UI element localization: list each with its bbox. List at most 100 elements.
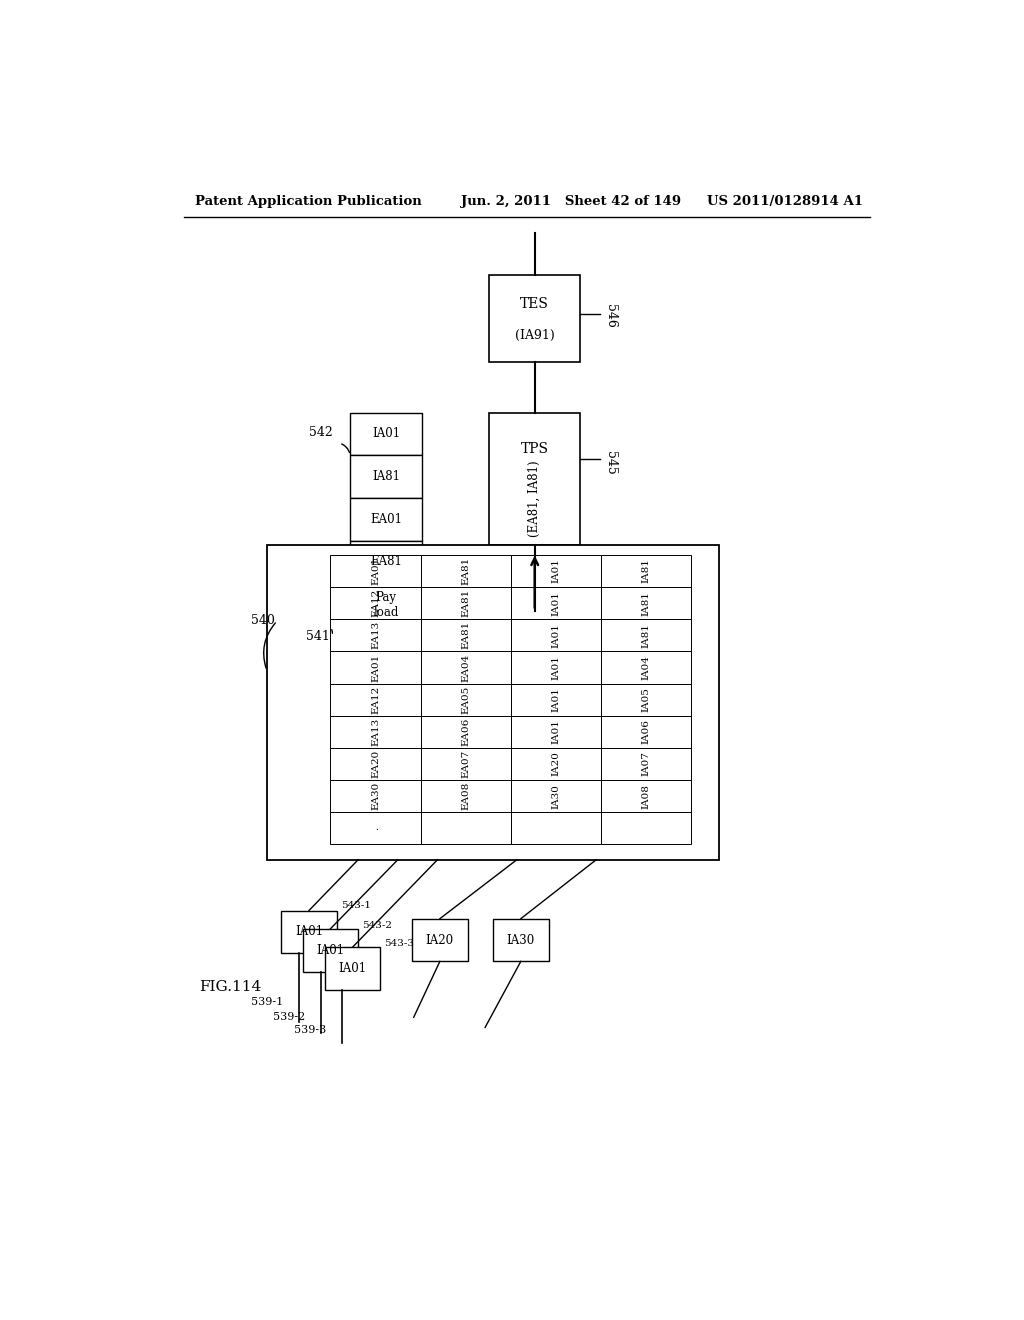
Text: IA81: IA81 [642,558,651,583]
Text: EA07: EA07 [461,750,470,777]
Text: IA01: IA01 [372,428,400,441]
Bar [350,583,422,626]
Bar [511,651,601,684]
Bar [511,780,601,812]
Bar [511,748,601,780]
Text: EA04: EA04 [461,653,470,681]
Bar [331,587,421,619]
Text: 539-1: 539-1 [251,997,283,1007]
Bar [489,413,581,545]
Text: 541: 541 [306,630,330,643]
Text: Pay
load: Pay load [373,590,398,619]
Text: IA04: IA04 [642,655,651,680]
Text: EA08: EA08 [461,781,470,810]
Bar [601,812,691,845]
Bar [489,276,581,362]
Text: EA81: EA81 [370,556,401,569]
Bar [421,554,511,587]
Text: IA20: IA20 [552,751,560,776]
Text: EA01: EA01 [371,653,380,681]
Text: (IA91): (IA91) [515,329,555,342]
Bar [267,545,719,859]
Text: EA13: EA13 [371,622,380,649]
Bar [331,812,421,845]
Text: EA20: EA20 [371,750,380,777]
Text: Patent Application Publication: Patent Application Publication [196,194,422,207]
Text: IA01: IA01 [552,558,560,583]
Text: EA05: EA05 [461,685,470,714]
Bar [511,715,601,748]
Bar [331,651,421,684]
Text: IA81: IA81 [642,590,651,615]
Text: IA30: IA30 [552,784,560,809]
Bar [494,919,549,961]
Text: EA30: EA30 [371,781,380,810]
Bar [421,780,511,812]
Text: IA01: IA01 [339,962,367,975]
Bar [331,684,421,715]
Bar [601,554,691,587]
Text: FIG.114: FIG.114 [200,979,262,994]
Bar [331,554,421,587]
Text: IA30: IA30 [507,933,535,946]
Bar [350,498,422,541]
Text: IA81: IA81 [642,623,651,648]
Bar [601,715,691,748]
Text: EA81: EA81 [461,622,470,649]
Text: IA01: IA01 [552,719,560,744]
Text: .: . [371,826,380,830]
Text: IA01: IA01 [552,590,560,615]
Text: IA01: IA01 [295,925,323,939]
Text: 542: 542 [309,426,333,440]
Bar [303,929,358,972]
Text: 539-2: 539-2 [272,1012,305,1022]
Text: IA01: IA01 [552,655,560,680]
Text: TES: TES [520,297,549,310]
Text: IA01: IA01 [552,688,560,711]
Bar [511,812,601,845]
Bar [331,748,421,780]
Bar [421,651,511,684]
Bar [511,619,601,651]
Bar [412,919,468,961]
Bar [601,780,691,812]
Text: (EA81, IA81): (EA81, IA81) [528,461,542,537]
Text: EA12: EA12 [371,685,380,714]
Bar [601,651,691,684]
Bar [421,715,511,748]
Text: EA01: EA01 [370,512,401,525]
Text: IA08: IA08 [642,784,651,809]
Text: Jun. 2, 2011   Sheet 42 of 149: Jun. 2, 2011 Sheet 42 of 149 [461,194,681,207]
Bar [511,587,601,619]
Bar [331,619,421,651]
Bar [511,684,601,715]
Text: 545: 545 [604,451,617,475]
Text: EA81: EA81 [461,589,470,618]
Bar [421,812,511,845]
Bar [421,587,511,619]
Text: EA01: EA01 [371,557,380,585]
Bar [421,619,511,651]
Text: 546: 546 [604,304,617,327]
Text: 540: 540 [251,614,274,627]
Bar [511,554,601,587]
Bar [350,455,422,498]
Text: IA07: IA07 [642,751,651,776]
Text: US 2011/0128914 A1: US 2011/0128914 A1 [708,194,863,207]
Bar [421,748,511,780]
Text: IA20: IA20 [426,933,454,946]
Text: IA06: IA06 [642,719,651,744]
Text: EA81: EA81 [461,557,470,585]
Bar [601,587,691,619]
Bar [331,780,421,812]
Text: TPS: TPS [521,442,549,457]
Text: 543-2: 543-2 [362,921,392,931]
Bar [350,413,422,455]
Bar [325,948,380,990]
Bar [282,911,337,953]
Text: 543-3: 543-3 [384,939,415,948]
Text: IA01: IA01 [552,623,560,648]
Bar [350,541,422,583]
Text: IA01: IA01 [316,944,344,957]
Text: EA06: EA06 [461,718,470,746]
